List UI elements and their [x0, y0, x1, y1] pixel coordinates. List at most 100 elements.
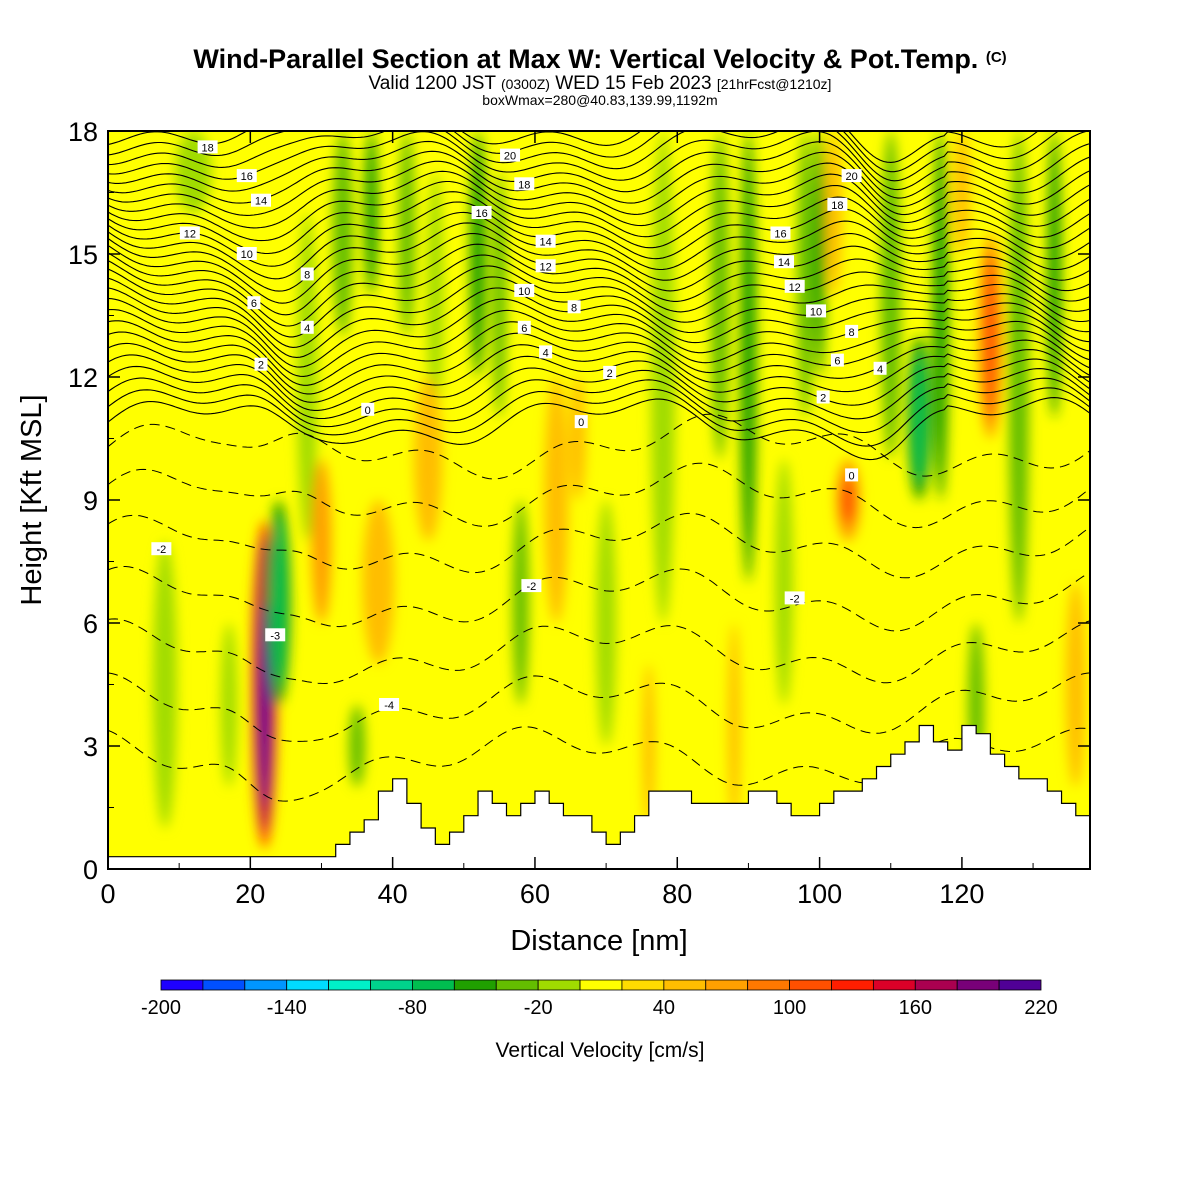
colorbar-swatch: [956, 979, 1000, 991]
theta-label-text: 8: [304, 270, 310, 282]
theta-label-text: 20: [845, 171, 857, 183]
theta-label: 12: [535, 259, 556, 273]
theta-label-bg: [806, 304, 827, 318]
chart-title: Wind-Parallel Section at Max W: Vertical…: [193, 44, 1007, 74]
field-cell: [311, 459, 332, 623]
theta-label-text: 14: [540, 237, 552, 249]
updraft-core: [841, 475, 856, 525]
theta-label-text: 18: [201, 142, 213, 154]
theta-label-bg: [500, 148, 521, 162]
theta-label-bg: [379, 698, 400, 711]
theta-label-text: 2: [258, 360, 264, 372]
theta-label: -4: [379, 698, 400, 712]
theta-label: 16: [770, 226, 791, 241]
colorbar: -200 -140 -80 -20 40 100 160 220: [141, 979, 1058, 1019]
colorbar-tick-label: -200: [141, 997, 181, 1019]
theta-contour-dashed: [108, 672, 1090, 742]
colorbar-swatch: [244, 979, 288, 991]
theta-label-text: 16: [475, 208, 487, 220]
colorbar-tick-label: -140: [267, 997, 307, 1019]
theta-label: 10: [514, 283, 535, 298]
terrain: [107, 724, 1091, 870]
copyright-mark: (C): [985, 49, 1007, 66]
theta-contour-solid: [108, 397, 1090, 461]
box-wmax-line: boxWmax=280@40.83,139.99,1192m: [482, 92, 718, 108]
theta-label-bg: [770, 226, 791, 240]
field-cell: [953, 131, 970, 254]
utc-time: (0300Z): [500, 76, 550, 92]
theta-label: 2: [603, 365, 617, 380]
theta-contour-solid: [108, 308, 1090, 377]
theta-contour-dashed: [108, 413, 1090, 480]
forecast-info: [21hrFcst@1210z]: [716, 76, 832, 92]
theta-label: 0: [845, 468, 859, 482]
theta-label-bg: [873, 361, 887, 375]
theta-contour-solid: [108, 254, 1090, 327]
theta-label-text: 14: [778, 257, 790, 269]
theta-label: 0: [361, 402, 375, 417]
theta-label-text: 12: [184, 229, 196, 241]
field-cell: [398, 131, 415, 336]
theta-label: -2: [784, 591, 805, 605]
theta-contour-solid: [108, 211, 1090, 280]
field-cell: [1047, 131, 1062, 418]
field-cell: [512, 500, 529, 705]
theta-label: 16: [471, 206, 492, 220]
x-tick-label: 80: [662, 879, 692, 909]
theta-label-text: 8: [571, 302, 577, 314]
field-cell: [362, 500, 395, 664]
field-cell: [332, 131, 353, 336]
theta-label-bg: [535, 259, 556, 273]
theta-contour-solid: [108, 331, 1090, 395]
theta-label: -3: [265, 628, 286, 642]
y-tick-label: 3: [83, 732, 98, 762]
colorbar-tick-label: -80: [398, 997, 427, 1019]
theta-label-text: 4: [877, 364, 883, 376]
theta-contour-solid: [108, 276, 1090, 348]
theta-label-text: 8: [849, 327, 855, 339]
colorbar-swatch: [495, 979, 539, 991]
theta-contour-solid: [108, 265, 1090, 338]
theta-label-text: -4: [384, 700, 394, 712]
theta-label-text: 12: [789, 282, 801, 294]
theta-label: 8: [300, 267, 314, 282]
colorbar-swatch: [579, 979, 623, 991]
theta-label: 14: [535, 234, 556, 249]
theta-label: 16: [236, 169, 257, 183]
theta-label: 0: [574, 415, 588, 429]
theta-label: 6: [830, 353, 844, 368]
colorbar-tick-label: -20: [524, 997, 553, 1019]
colorbar-swatch: [789, 979, 832, 991]
theta-contour-solid: [108, 140, 1090, 199]
theta-label-bg: [514, 177, 535, 191]
colorbar-swatch: [453, 979, 497, 991]
downdraft-core: [912, 352, 927, 484]
field-cell: [642, 664, 655, 828]
theta-label-text: 6: [521, 323, 527, 335]
colorbar-swatch: [286, 979, 330, 991]
valid-date: WED 15 Feb 2023: [555, 73, 712, 94]
theta-label: 20: [841, 169, 862, 183]
colorbar-swatch: [160, 979, 204, 991]
theta-label-text: 0: [365, 405, 371, 417]
theta-label-text: -2: [790, 593, 800, 605]
theta-contour-solid: [108, 387, 1090, 447]
y-axis-label: Height [Kft MSL]: [16, 394, 48, 605]
theta-label: 2: [254, 357, 268, 372]
theta-label-text: 0: [578, 417, 584, 429]
theta-label: 12: [179, 226, 200, 241]
theta-label: 4: [300, 320, 314, 335]
field-cell: [544, 377, 569, 623]
field-cell: [651, 131, 676, 623]
theta-label-bg: [845, 468, 859, 482]
theta-contour-solid: [108, 287, 1090, 358]
theta-label-bg: [514, 283, 535, 297]
field-cell: [775, 459, 794, 705]
theta-label-bg: [250, 193, 271, 207]
theta-label: -2: [521, 579, 542, 593]
colorbar-swatch: [621, 979, 665, 991]
field-cell: [1008, 131, 1029, 623]
colorbar-swatch: [328, 979, 371, 991]
